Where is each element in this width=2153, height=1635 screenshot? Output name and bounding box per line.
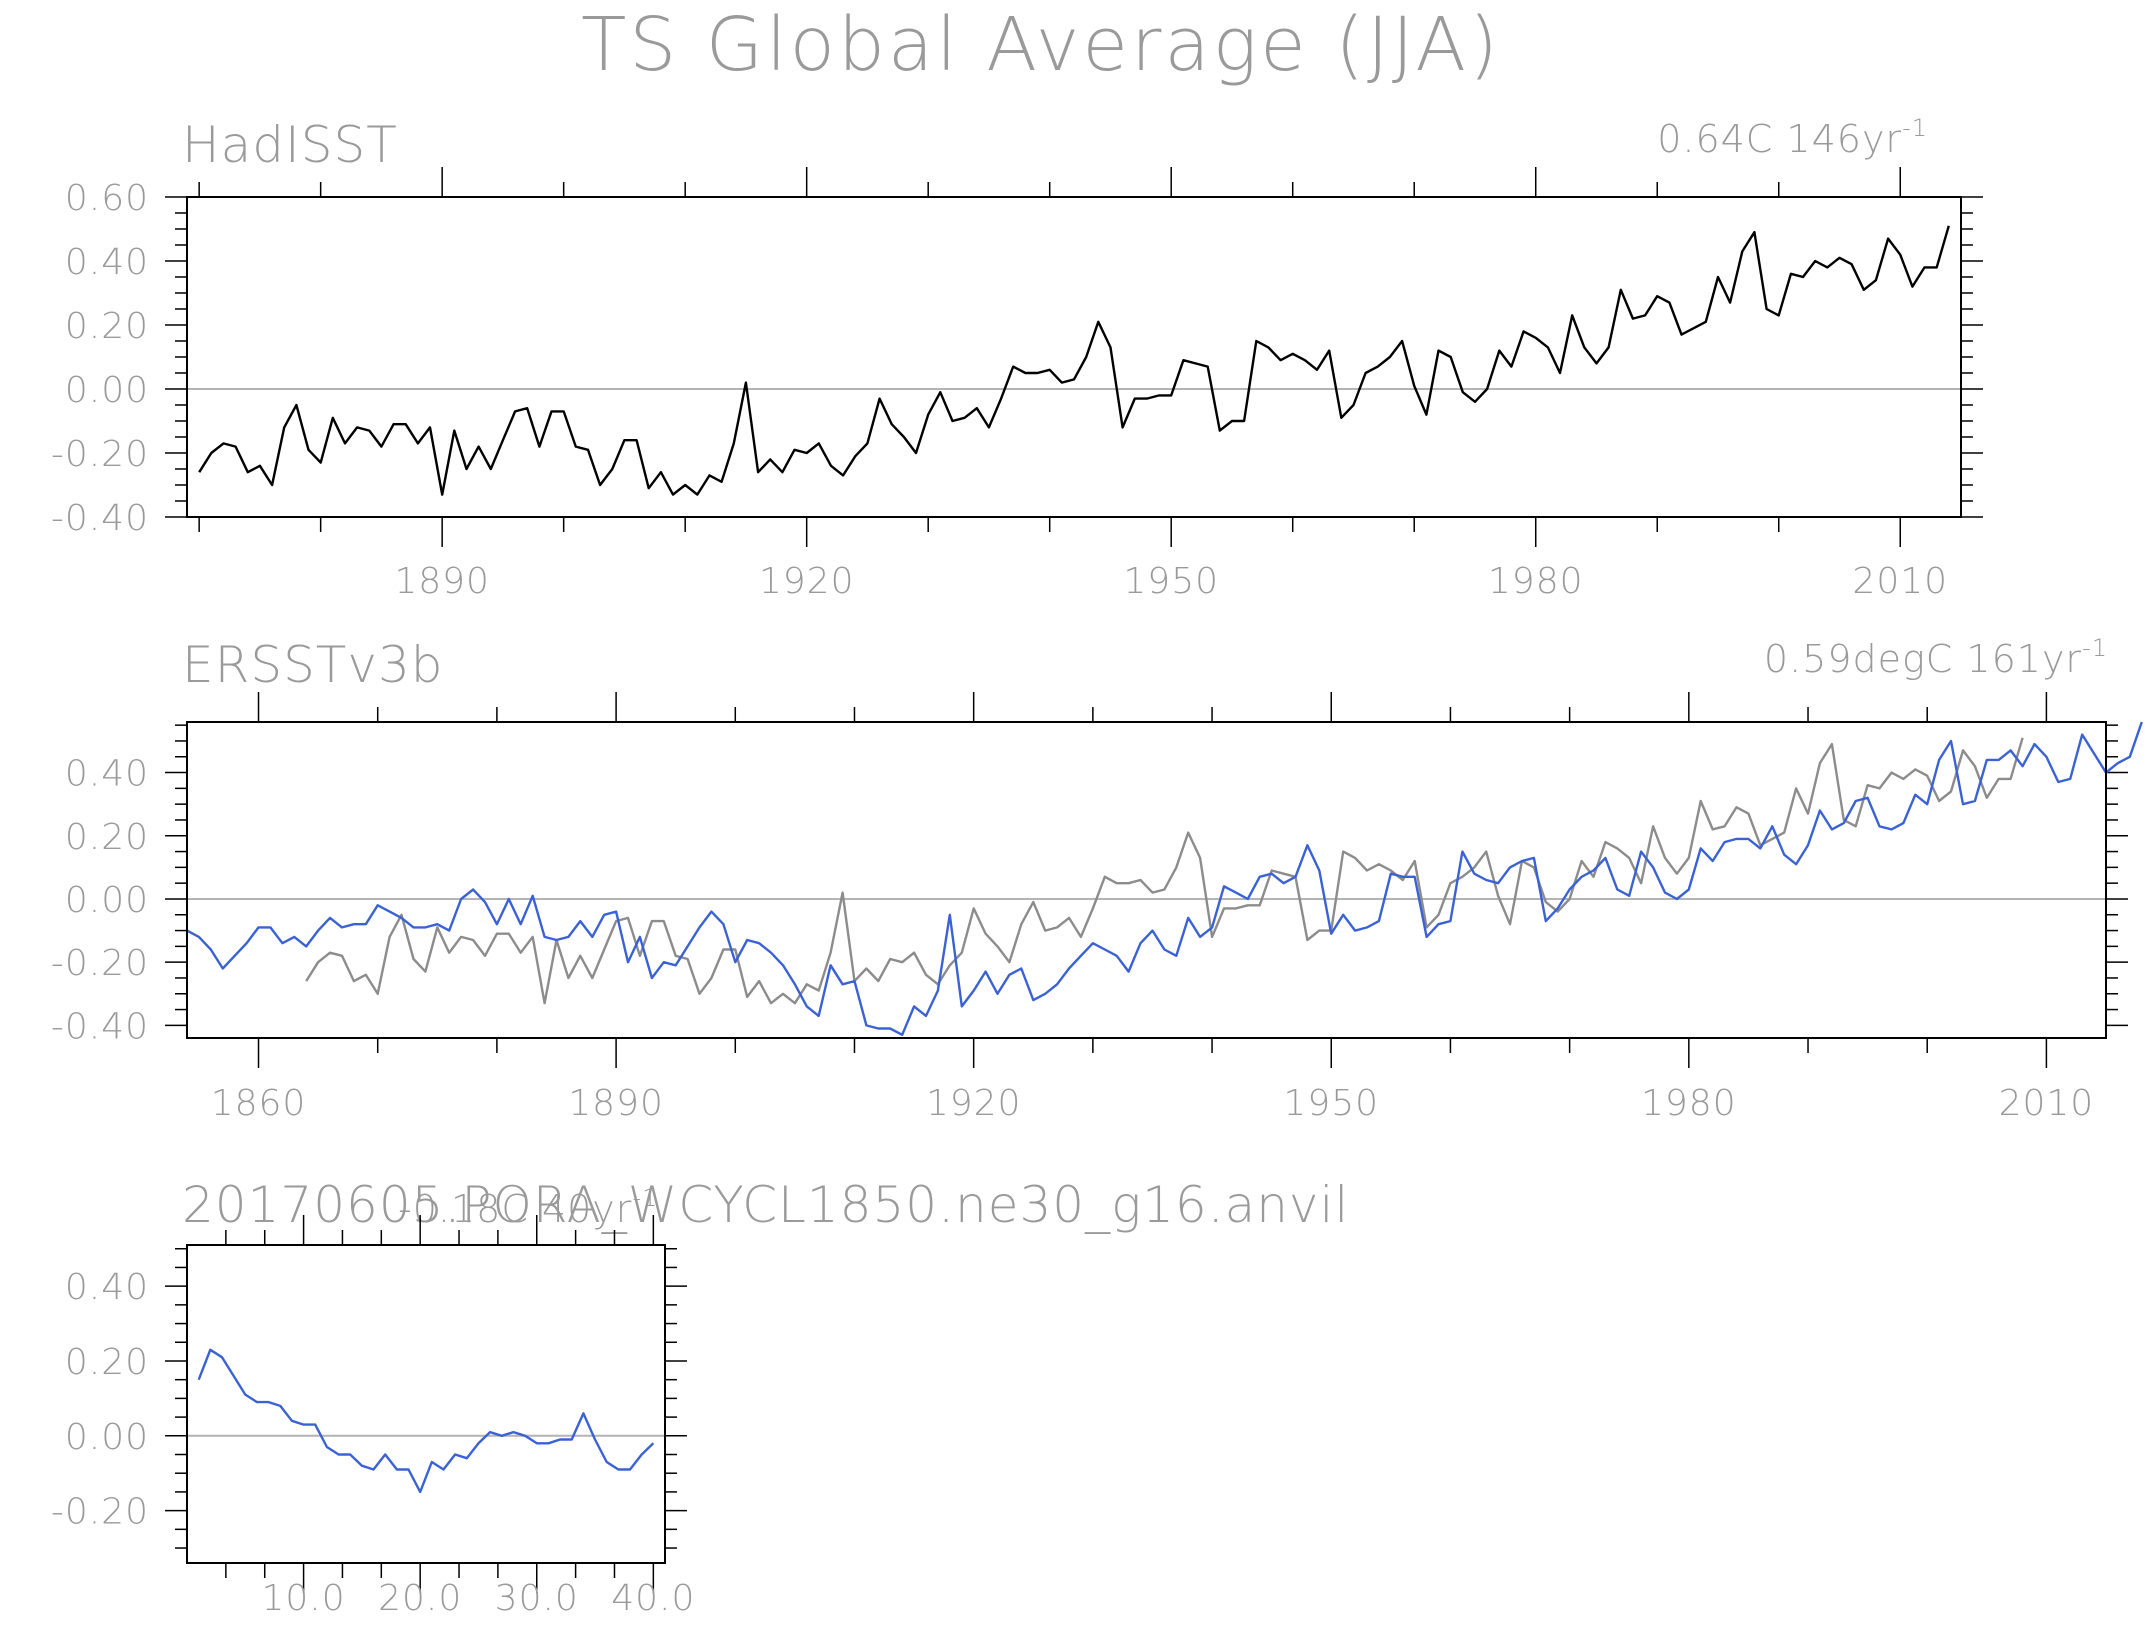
- x-tick-label: 1980: [1488, 561, 1584, 602]
- x-tick-label: 1890: [394, 561, 490, 602]
- trend-label: -0.18C 40yr-1: [398, 1184, 658, 1231]
- x-tick-label: 30.0: [495, 1578, 579, 1619]
- y-tick-label: 0.40: [65, 1267, 149, 1308]
- x-tick-label: 1920: [926, 1083, 1022, 1124]
- trend-text: 0.59degC 161yr: [1764, 637, 2082, 681]
- plot-area: -0.20 0.00 0.20 0.40 10.0 20.0 30.0 40.0: [51, 1215, 695, 1619]
- x-tick-label: 1920: [759, 561, 855, 602]
- x-tick-label: 2010: [1852, 561, 1948, 602]
- y-tick-label: 0.20: [65, 817, 149, 858]
- plot-area: -0.40 -0.20 0.00 0.20 0.40 0.60 1890 1920 1950 19…: [51, 167, 1983, 602]
- y-tick-label: -0.20: [51, 434, 149, 475]
- y-tick-label: 0.40: [65, 754, 149, 795]
- x-tick-label: 20.0: [378, 1578, 462, 1619]
- x-tick-label: 1980: [1641, 1083, 1737, 1124]
- plot-frame: [186, 196, 1962, 518]
- series-line-obs_ref: [305, 737, 2024, 1005]
- trend-exponent: -1: [2082, 634, 2108, 662]
- y-tick-label: 0.00: [65, 880, 149, 921]
- trend-text: 0.64C 146yr: [1657, 117, 1902, 161]
- x-tick-label: 1950: [1283, 1083, 1379, 1124]
- trend-exponent: -1: [632, 1184, 658, 1212]
- plot-area: -0.40 -0.20 0.00 0.20 0.40 1860 1890 1920 1950 19…: [51, 692, 2143, 1124]
- y-tick-label: -0.20: [51, 943, 149, 984]
- y-tick-label: 0.60: [65, 178, 149, 219]
- panel-ersstv3b: ERSSTv3b 0.59degC 161yr-1 -0.40 -0.20 0.00…: [51, 634, 2143, 1124]
- panel-title: HadISST: [182, 116, 398, 174]
- y-tick-label: 0.20: [65, 1342, 149, 1383]
- y-tick-label: 0.20: [65, 306, 149, 347]
- plot-frame: [186, 1244, 666, 1564]
- x-tick-label: 1950: [1123, 561, 1219, 602]
- trend-text: -0.18C 40yr: [398, 1187, 632, 1231]
- x-tick-label: 1860: [211, 1083, 307, 1124]
- series-line-model: [186, 721, 2143, 1037]
- y-tick-label: -0.20: [51, 1492, 149, 1533]
- x-tick-label: 2010: [1999, 1083, 2095, 1124]
- y-tick-label: -0.40: [51, 1006, 149, 1047]
- series-line-obs: [198, 225, 1950, 496]
- series-line-model: [197, 1348, 655, 1494]
- panel-hadisst: HadISST 0.64C 146yr-1 -0.40 -0.20 0.00 0.20…: [51, 114, 1983, 602]
- y-tick-label: 0.40: [65, 242, 149, 283]
- panel-model: 20170605.PORA_WCYCL1850.ne30_g16.anvil -…: [51, 1176, 1349, 1619]
- panel-title: 20170605.PORA_WCYCL1850.ne30_g16.anvil: [182, 1176, 1349, 1234]
- trend-exponent: -1: [1902, 114, 1928, 142]
- x-tick-label: 40.0: [611, 1578, 695, 1619]
- x-tick-label: 10.0: [262, 1578, 346, 1619]
- trend-label: 0.64C 146yr-1: [1657, 114, 1928, 161]
- y-tick-label: -0.40: [51, 498, 149, 539]
- panel-title: ERSSTv3b: [182, 636, 444, 694]
- y-tick-label: 0.00: [65, 370, 149, 411]
- plot-frame: [186, 721, 2107, 1039]
- figure-title: TS Global Average (JJA): [581, 2, 1501, 88]
- x-tick-label: 1890: [568, 1083, 664, 1124]
- y-tick-label: 0.00: [65, 1417, 149, 1458]
- trend-label: 0.59degC 161yr-1: [1764, 634, 2108, 681]
